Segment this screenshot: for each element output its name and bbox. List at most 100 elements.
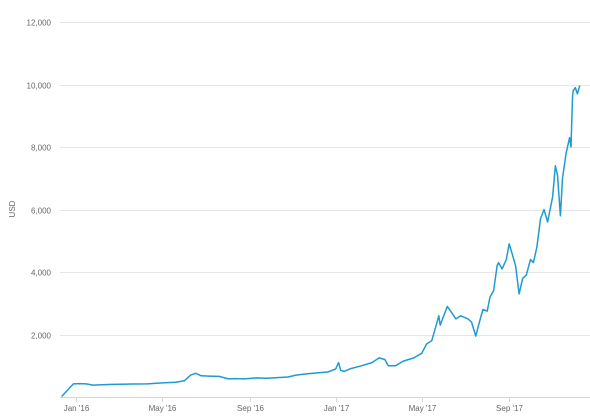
data-point xyxy=(175,381,177,383)
data-point xyxy=(161,382,163,384)
data-point xyxy=(195,372,197,374)
y-tick-label: 6,000 xyxy=(31,207,52,216)
data-point xyxy=(255,377,257,379)
x-tick-label: May '17 xyxy=(409,404,437,413)
y-tick-label: 10,000 xyxy=(27,82,52,91)
data-point xyxy=(576,93,578,95)
x-tick-label: Jan '17 xyxy=(324,404,350,413)
data-point xyxy=(543,209,545,210)
data-point xyxy=(131,383,133,385)
data-point xyxy=(266,377,268,379)
data-point xyxy=(572,96,573,98)
data-point xyxy=(421,352,423,354)
y-tick-label: 12,000 xyxy=(27,19,52,28)
data-point xyxy=(505,259,507,260)
data-point xyxy=(467,318,469,320)
data-point xyxy=(394,365,396,367)
data-point xyxy=(525,274,527,276)
data-point xyxy=(360,365,362,367)
data-point xyxy=(552,196,554,198)
data-point xyxy=(536,246,538,248)
axis-layer xyxy=(60,397,590,402)
data-point xyxy=(276,377,278,379)
price-series-line xyxy=(61,85,581,397)
data-point xyxy=(85,383,87,385)
data-point xyxy=(200,375,202,377)
data-point xyxy=(439,324,441,326)
data-point xyxy=(562,177,563,179)
data-point xyxy=(327,371,329,373)
data-point xyxy=(451,312,453,314)
data-point xyxy=(227,378,229,380)
data-point xyxy=(515,265,517,267)
data-point xyxy=(489,296,491,298)
data-point xyxy=(434,327,436,329)
data-point xyxy=(565,152,567,154)
data-point xyxy=(208,375,209,377)
data-point xyxy=(218,375,220,377)
data-point xyxy=(146,383,148,385)
x-tick-label: May '16 xyxy=(149,404,177,413)
data-point xyxy=(378,357,380,359)
data-point xyxy=(508,243,510,245)
data-point xyxy=(574,87,576,89)
data-point xyxy=(501,268,503,270)
data-point xyxy=(287,376,289,378)
data-point xyxy=(530,259,531,260)
data-point xyxy=(316,372,318,374)
data-point xyxy=(482,309,484,310)
data-point xyxy=(233,378,235,380)
data-point xyxy=(496,265,498,267)
data-point xyxy=(413,357,415,359)
data-point xyxy=(92,384,94,386)
data-point xyxy=(554,165,556,167)
data-point xyxy=(118,383,120,385)
data-point xyxy=(244,378,246,380)
data-point xyxy=(349,368,351,370)
data-point xyxy=(570,146,572,148)
data-point xyxy=(371,362,373,364)
x-tick-label: Sep '16 xyxy=(237,404,264,413)
x-tick-label: Jan '16 xyxy=(64,404,90,413)
label-layer: 2,000 4,000 6,000 8,000 10,000 12,000 Jan '16 M… xyxy=(8,19,523,414)
data-point xyxy=(190,374,192,376)
grid-layer xyxy=(60,22,590,336)
data-point xyxy=(306,373,308,375)
x-tick-label: Sep '17 xyxy=(496,404,523,413)
data-point xyxy=(61,395,63,397)
data-point xyxy=(493,290,495,292)
data-point xyxy=(446,305,448,307)
data-point xyxy=(471,321,472,323)
data-point xyxy=(572,90,574,92)
data-point xyxy=(78,383,80,385)
data-point xyxy=(532,262,534,264)
data-point xyxy=(431,340,433,342)
data-point xyxy=(183,380,185,382)
data-point xyxy=(402,360,404,362)
data-point xyxy=(518,293,520,295)
y-tick-label: 8,000 xyxy=(31,144,52,153)
data-point xyxy=(579,85,581,87)
y-tick-label: 4,000 xyxy=(31,269,52,278)
data-point xyxy=(340,369,342,371)
series-layer xyxy=(61,85,581,397)
y-axis-title: USD xyxy=(8,200,17,217)
data-point xyxy=(107,384,109,385)
data-point xyxy=(498,262,499,264)
y-tick-label: 2,000 xyxy=(31,332,52,341)
data-point xyxy=(438,315,440,317)
data-point xyxy=(335,368,337,370)
data-point xyxy=(295,374,297,376)
data-point xyxy=(426,343,428,345)
data-point xyxy=(486,310,488,312)
data-point xyxy=(475,335,477,337)
data-point xyxy=(547,221,549,223)
data-point xyxy=(72,383,74,385)
data-point xyxy=(478,324,480,326)
data-point xyxy=(338,362,340,364)
data-point xyxy=(540,218,541,220)
data-point xyxy=(387,365,389,367)
data-point xyxy=(343,370,345,372)
